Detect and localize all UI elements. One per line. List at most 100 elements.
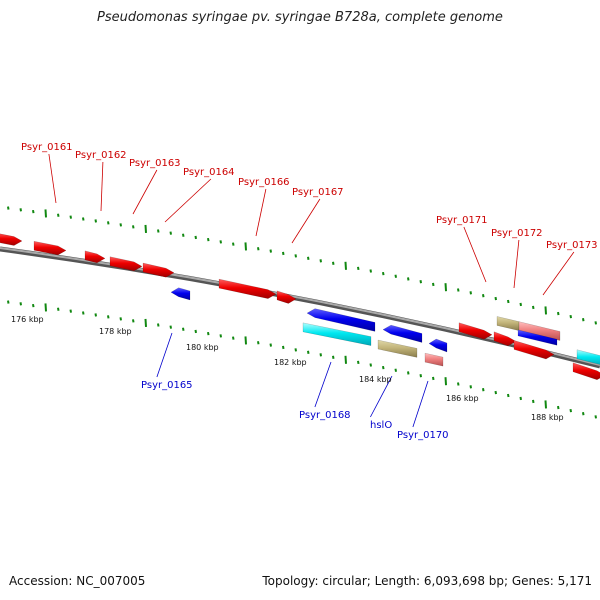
reverse-tick xyxy=(507,393,510,398)
gene-arrow-forward[interactable] xyxy=(33,240,67,256)
gene-arrow-forward[interactable] xyxy=(218,278,277,299)
gene-label[interactable]: Psyr_0173 xyxy=(546,240,598,251)
label-leaders xyxy=(48,153,575,428)
forward-tick xyxy=(82,217,85,221)
gene-label[interactable]: Psyr_0161 xyxy=(21,142,73,153)
label-leader-line xyxy=(100,161,104,212)
gene-block-reverse[interactable] xyxy=(517,329,558,346)
reverse-tick xyxy=(282,345,285,350)
gene-arrow-reverse[interactable] xyxy=(306,308,376,332)
forward-tick xyxy=(257,247,260,251)
map-title: Pseudomonas syringae pv. syringae B728a,… xyxy=(97,10,503,25)
gene-arrow-reverse[interactable] xyxy=(428,338,448,353)
label-leader-line xyxy=(542,251,575,296)
label-leader-line xyxy=(370,375,393,418)
gene-arrow-reverse[interactable] xyxy=(170,287,191,301)
gene-arrow-forward[interactable] xyxy=(493,331,517,347)
reverse-tick xyxy=(94,313,97,317)
reverse-tick xyxy=(107,315,110,319)
label-leader-line xyxy=(314,361,332,408)
reverse-tick xyxy=(144,318,147,328)
gene-features xyxy=(0,233,600,381)
gene-block-cyan[interactable] xyxy=(302,322,372,346)
forward-tick xyxy=(44,209,47,218)
gene-block-misc[interactable] xyxy=(518,321,561,341)
reverse-tick xyxy=(119,317,122,321)
reverse-tick xyxy=(344,355,347,364)
reverse-tick xyxy=(419,373,422,378)
forward-tick xyxy=(307,256,310,260)
gene-label[interactable]: hslO xyxy=(370,420,392,431)
gene-block-misc[interactable] xyxy=(496,316,520,331)
accession-text: Accession: NC_007005 xyxy=(9,574,146,588)
reverse-tick xyxy=(257,341,260,345)
reverse-tick xyxy=(369,363,372,367)
scale-label: 182 kbp xyxy=(274,358,307,367)
label-leader-line xyxy=(255,188,267,237)
reverse-tick xyxy=(182,327,185,331)
gene-arrow-forward[interactable] xyxy=(84,250,106,264)
reverse-tick xyxy=(407,371,410,375)
gene-label[interactable]: Psyr_0165 xyxy=(141,380,193,391)
gene-label[interactable]: Psyr_0163 xyxy=(129,158,181,169)
gene-arrow-forward[interactable] xyxy=(572,362,600,381)
gene-arrow-forward[interactable] xyxy=(513,340,555,360)
label-leader-line xyxy=(48,153,57,204)
forward-tick xyxy=(144,224,147,234)
gene-block-cyan[interactable] xyxy=(576,349,600,366)
forward-tick xyxy=(107,221,110,225)
gene-arrow-forward[interactable] xyxy=(276,290,297,304)
forward-tick xyxy=(482,294,485,298)
reverse-tick xyxy=(532,399,535,404)
gene-label[interactable]: Psyr_0162 xyxy=(75,150,127,161)
gene-label[interactable]: Psyr_0170 xyxy=(397,430,449,441)
forward-tick xyxy=(169,231,172,235)
reverse-tick xyxy=(457,382,460,386)
forward-tick xyxy=(7,206,10,210)
gene-label[interactable]: Psyr_0172 xyxy=(491,228,543,239)
label-leader-line xyxy=(132,169,158,215)
gene-label[interactable]: Psyr_0166 xyxy=(238,177,290,188)
gene-block-misc[interactable] xyxy=(377,339,418,358)
reverse-tick xyxy=(194,329,197,334)
reverse-tick xyxy=(44,303,47,312)
forward-tick xyxy=(294,254,297,258)
forward-tick xyxy=(232,242,235,246)
reverse-tick xyxy=(69,309,72,313)
forward-tick xyxy=(532,305,535,310)
reverse-tick xyxy=(482,388,485,392)
forward-tick xyxy=(269,249,272,253)
forward-tick xyxy=(132,225,135,229)
forward-tick xyxy=(207,237,210,242)
label-leader-line xyxy=(412,380,429,428)
forward-tick xyxy=(582,318,585,322)
forward-tick xyxy=(219,240,222,244)
reverse-tick xyxy=(7,300,10,304)
gene-label[interactable]: Psyr_0167 xyxy=(292,187,344,198)
gene-label[interactable]: Psyr_0164 xyxy=(183,167,235,178)
forward-tick xyxy=(494,296,497,301)
forward-tick xyxy=(569,314,572,319)
reverse-tick xyxy=(569,408,572,413)
gene-arrow-forward[interactable] xyxy=(458,322,493,340)
reverse-tick xyxy=(582,412,585,416)
forward-tick xyxy=(194,235,197,240)
reverse-tick xyxy=(519,396,522,401)
scale-label: 176 kbp xyxy=(11,315,44,324)
scale-labels: 176 kbp 178 kbp 180 kbp 182 kbp 184 kbp 186 k… xyxy=(11,315,564,422)
scale-label: 184 kbp xyxy=(359,375,392,384)
reverse-tick xyxy=(432,376,435,381)
gene-label[interactable]: Psyr_0171 xyxy=(436,215,488,226)
reverse-tick xyxy=(394,368,397,372)
gene-arrow-reverse[interactable] xyxy=(382,324,423,343)
gene-arrow-forward[interactable] xyxy=(142,262,175,278)
forward-tick xyxy=(432,282,435,287)
reverse-tick xyxy=(207,331,210,336)
gene-arrow-forward[interactable] xyxy=(0,233,23,246)
scale-label: 178 kbp xyxy=(99,327,132,336)
gene-label[interactable]: Psyr_0168 xyxy=(299,410,351,421)
gene-arrow-forward[interactable] xyxy=(109,256,143,272)
gene-block-misc[interactable] xyxy=(424,352,444,367)
label-leader-line xyxy=(513,239,520,289)
